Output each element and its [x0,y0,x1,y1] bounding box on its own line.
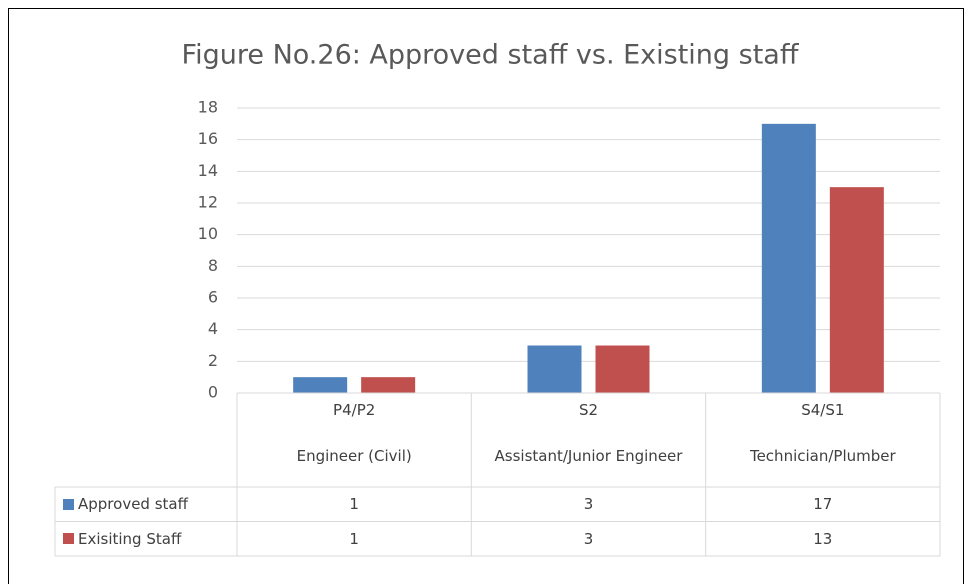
category-description: Technician/Plumber [749,447,896,465]
table-value: 3 [583,495,594,514]
y-tick-label: 14 [198,161,218,180]
bar [829,187,884,393]
table-value: 1 [349,495,359,514]
y-tick-label: 16 [198,129,218,148]
category-label: S2 [578,401,599,419]
category-label: S4/S1 [801,401,845,419]
y-tick-label: 10 [198,224,218,243]
y-tick-label: 0 [208,383,218,402]
bar [293,377,348,393]
chart-title: Figure No.26: Approved staff vs. Existin… [182,40,800,71]
table-value: 1 [349,529,359,548]
bar [761,123,816,393]
y-tick-label: 4 [208,319,218,338]
y-tick-label: 18 [198,98,218,117]
legend-entry: Approved staff [55,487,237,522]
y-tick-label: 12 [198,193,218,212]
bar [595,345,650,393]
legend-swatch [63,533,74,545]
y-tick-label: 2 [208,351,218,370]
legend-entry: Exisiting Staff [55,522,237,557]
legend-label: Approved staff [78,495,188,514]
table-value: 17 [813,495,833,514]
table-value: 13 [813,529,833,548]
legend-swatch [63,498,74,510]
bar [527,345,582,393]
category-description: Assistant/Junior Engineer [494,447,683,465]
legend-label: Exisiting Staff [78,529,182,548]
y-tick-label: 6 [208,288,218,307]
category-description: Engineer (Civil) [296,447,412,465]
bar [361,377,416,393]
y-tick-label: 8 [208,256,218,275]
chart-border [8,8,964,584]
category-label: P4/P2 [333,401,376,419]
table-value: 3 [583,529,594,548]
